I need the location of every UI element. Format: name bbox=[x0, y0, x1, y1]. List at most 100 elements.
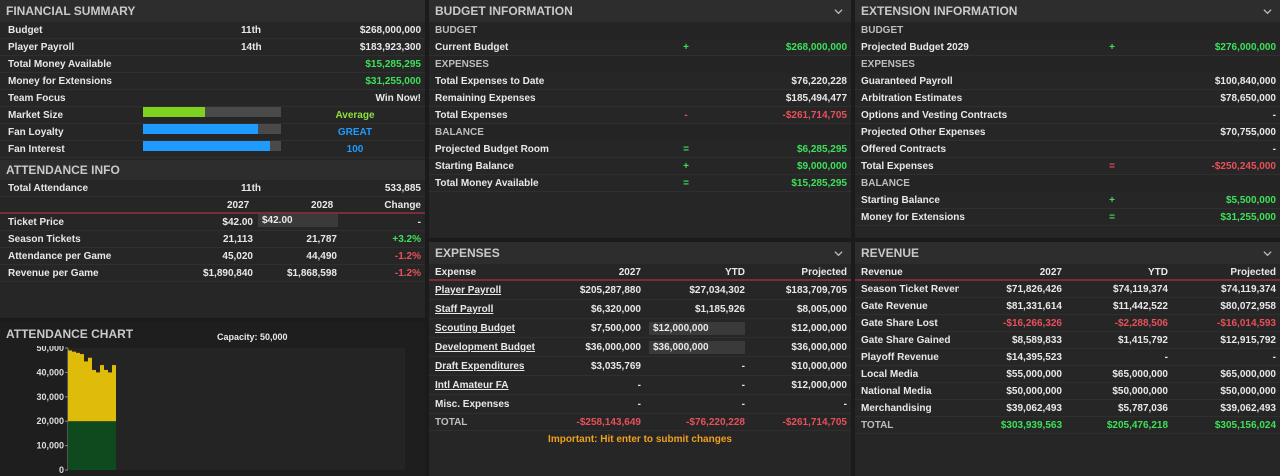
financial-row: Money for Extensions $31,255,000 bbox=[0, 73, 425, 90]
col-projected: Projected bbox=[1230, 267, 1276, 278]
expense-link[interactable]: Player Payroll bbox=[435, 285, 502, 296]
value-ytd: $1,415,792 bbox=[1117, 335, 1168, 346]
section-header: BALANCE bbox=[855, 175, 1280, 192]
budget-input[interactable]: $12,000,000 bbox=[649, 322, 745, 335]
attendance-chart-panel: ATTENDANCE CHART Capacity: 50,000 50,000… bbox=[0, 322, 425, 476]
total-label: TOTAL bbox=[861, 420, 894, 431]
info-row: Projected Budget Room = $6,285,295 bbox=[429, 141, 851, 158]
chevron-down-icon[interactable] bbox=[1263, 7, 1272, 16]
bar-top-segment bbox=[100, 365, 104, 422]
total-2027: -$258,143,649 bbox=[576, 417, 641, 428]
col-ytd: YTD bbox=[725, 267, 745, 278]
expenses-total-row: TOTAL -$258,143,649 -$76,220,228 -$261,7… bbox=[429, 414, 851, 431]
submit-note: Important: Hit enter to submit changes bbox=[548, 434, 732, 445]
row-value: -$250,245,000 bbox=[1211, 161, 1276, 172]
revenue-row: Playoff Revenue $14,395,523 - - bbox=[855, 349, 1280, 366]
budget-info-title-text: BUDGET INFORMATION bbox=[435, 4, 573, 18]
expense-link: Misc. Expenses bbox=[435, 399, 510, 410]
chevron-down-icon[interactable] bbox=[1263, 249, 1272, 258]
revenue-header: Revenue 2027 YTD Projected bbox=[855, 264, 1280, 281]
value-projected: $12,000,000 bbox=[791, 380, 847, 391]
financial-row: Team Focus Win Now! bbox=[0, 90, 425, 107]
expense-row: Development Budget $36,000,000 $36,000,000… bbox=[429, 338, 851, 357]
bar-top-segment bbox=[104, 369, 108, 422]
budget-input[interactable]: $36,000,000 bbox=[649, 341, 745, 354]
revenue-row: Merchandising $39,062,493 $5,787,036 $39,06… bbox=[855, 400, 1280, 417]
row-value: $9,000,000 bbox=[796, 161, 847, 172]
value-projected: $74,119,374 bbox=[1220, 284, 1276, 295]
value-ytd: - bbox=[741, 380, 745, 391]
bar-top-segment bbox=[96, 372, 100, 422]
bar-base-segment bbox=[96, 421, 100, 470]
row-value: $100,840,000 bbox=[1214, 76, 1276, 87]
value-ytd: -$2,288,506 bbox=[1114, 318, 1168, 329]
value-projected: - bbox=[1272, 352, 1276, 363]
section-header: BUDGET bbox=[855, 22, 1280, 39]
value-projected: $36,000,000 bbox=[791, 342, 847, 353]
rating-row: Fan Interest 100 bbox=[0, 141, 425, 158]
row-operator: + bbox=[683, 42, 689, 53]
total-attendance-value: 533,885 bbox=[384, 183, 421, 194]
rating-value: 100 bbox=[346, 144, 364, 155]
value-projected: $50,000,000 bbox=[1220, 386, 1276, 397]
value-ytd: - bbox=[1164, 352, 1168, 363]
expense-link[interactable]: Staff Payroll bbox=[435, 304, 494, 315]
section-header: EXPENSES bbox=[429, 56, 851, 73]
info-row: Total Expenses - -$261,714,705 bbox=[429, 107, 851, 124]
row-value: - bbox=[1272, 144, 1276, 155]
row-label: Gate Share Lost bbox=[861, 318, 938, 329]
col-ytd: YTD bbox=[1148, 267, 1168, 278]
ticket-price-input[interactable]: $42.00 bbox=[258, 214, 338, 227]
bar-top-segment bbox=[84, 361, 88, 422]
col-change: Change bbox=[384, 200, 421, 211]
value-ytd: - bbox=[741, 361, 745, 372]
total-2027: $303,939,563 bbox=[1000, 420, 1062, 431]
row-label: Current Budget bbox=[435, 42, 509, 53]
value-2027: 21,113 bbox=[222, 234, 253, 245]
financial-summary-title: FINANCIAL SUMMARY bbox=[0, 0, 425, 22]
budget-info-title: BUDGET INFORMATION bbox=[429, 0, 851, 22]
bar-top-segment bbox=[80, 354, 84, 422]
row-operator: = bbox=[683, 178, 689, 189]
expense-link[interactable]: Intl Amateur FA bbox=[435, 380, 509, 391]
expense-link[interactable]: Draft Expenditures bbox=[435, 361, 525, 372]
row-label: Season Tickets bbox=[8, 234, 81, 245]
value-2027: $81,331,614 bbox=[1006, 301, 1062, 312]
row-operator: = bbox=[1109, 212, 1115, 223]
row-operator: - bbox=[684, 110, 688, 121]
row-label: Revenue per Game bbox=[8, 268, 99, 279]
info-row: Money for Extensions = $31,255,000 bbox=[855, 209, 1280, 226]
value-ytd: $74,119,374 bbox=[1112, 284, 1168, 295]
row-value: $185,494,477 bbox=[785, 93, 847, 104]
attendance-chart-title: ATTENDANCE CHART bbox=[0, 322, 425, 346]
total-attendance-row: Total Attendance 11th 533,885 bbox=[0, 180, 425, 197]
revenue-title-text: REVENUE bbox=[861, 246, 920, 260]
financial-row: Player Payroll 14th $183,923,300 bbox=[0, 39, 425, 56]
expense-link[interactable]: Scouting Budget bbox=[435, 323, 515, 334]
value-2027: $14,395,523 bbox=[1006, 352, 1062, 363]
info-row: Starting Balance + $9,000,000 bbox=[429, 158, 851, 175]
rating-value: Average bbox=[335, 110, 375, 121]
chevron-down-icon[interactable] bbox=[834, 249, 843, 258]
row-value: $183,923,300 bbox=[359, 42, 421, 53]
extension-info-title-text: EXTENSION INFORMATION bbox=[861, 4, 1018, 18]
expense-link[interactable]: Development Budget bbox=[435, 342, 536, 353]
value-2027: $42.00 bbox=[222, 217, 253, 228]
chevron-down-icon[interactable] bbox=[834, 7, 843, 16]
value-2027: - bbox=[637, 380, 641, 391]
total-attendance-label: Total Attendance bbox=[8, 183, 89, 194]
row-value: - bbox=[1272, 110, 1276, 121]
info-row: Total Expenses to Date $76,220,228 bbox=[429, 73, 851, 90]
budget-info-panel: BUDGET INFORMATION BUDGET Current Budget +… bbox=[429, 0, 851, 238]
row-label: Playoff Revenue bbox=[861, 352, 939, 363]
row-operator: + bbox=[683, 161, 689, 172]
attendance-header: 2027 2028 Change bbox=[0, 197, 425, 214]
rating-row: Market Size Average bbox=[0, 107, 425, 124]
value-2027: 45,020 bbox=[222, 251, 253, 262]
financial-row: Budget 11th $268,000,000 bbox=[0, 22, 425, 39]
row-label: Ticket Price bbox=[8, 217, 64, 228]
bar-base-segment bbox=[72, 421, 76, 470]
row-label: Total Expenses to Date bbox=[435, 76, 545, 87]
info-row: Starting Balance + $5,500,000 bbox=[855, 192, 1280, 209]
section-header: BUDGET bbox=[429, 22, 851, 39]
